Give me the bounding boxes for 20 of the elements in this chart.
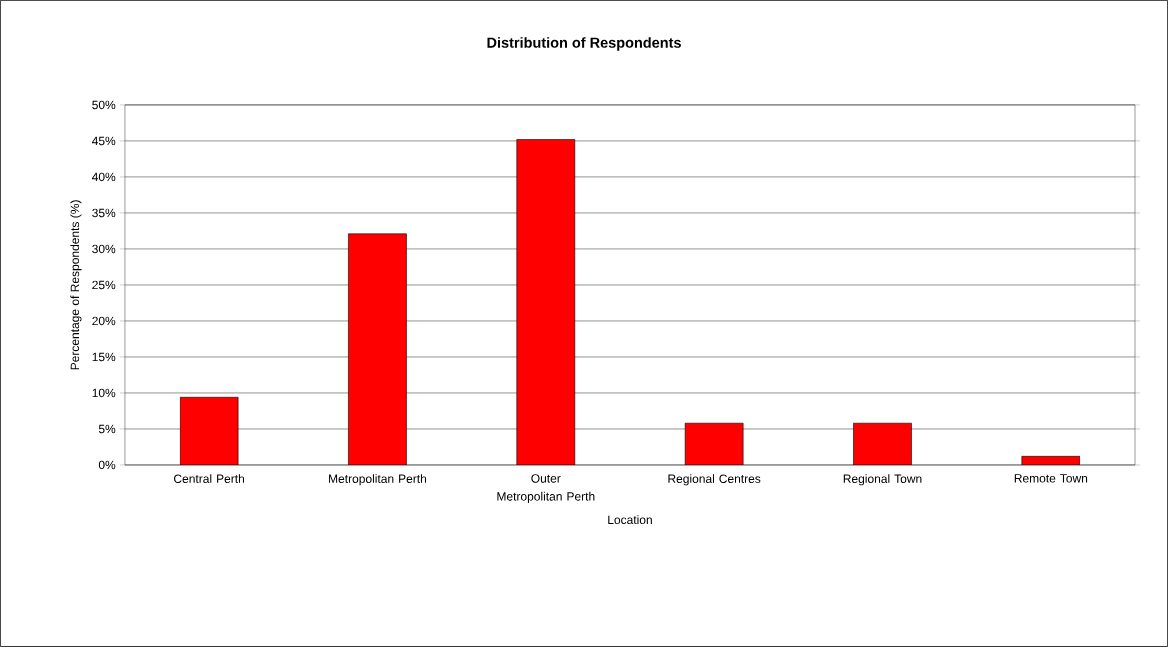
- x-tick-label: Metropolitan Perth: [329, 474, 427, 486]
- y-tick-label: 10%: [92, 388, 116, 398]
- y-tick-label: 25%: [92, 280, 116, 290]
- x-tick-label: Central Perth: [174, 474, 244, 484]
- chart-title: Distribution of Respondents: [487, 37, 681, 51]
- y-tick-label: 0%: [98, 460, 116, 470]
- x-tick-label: Regional Town: [843, 474, 922, 486]
- x-tick-label: Outer Metropolitan Perth: [497, 474, 595, 504]
- y-tick-label: 15%: [92, 352, 116, 362]
- y-tick-label: 35%: [92, 208, 116, 218]
- y-tick-label: 50%: [92, 100, 116, 110]
- y-axis-title: Percentage of Respondents (%): [70, 200, 82, 370]
- y-tick-label: 30%: [92, 244, 116, 254]
- y-tick-label: 40%: [91, 172, 116, 182]
- y-tick-label: 45%: [91, 136, 116, 146]
- y-tick-label: 20%: [92, 316, 116, 326]
- y-tick-label: 5%: [98, 424, 116, 434]
- x-tick-label: Remote Town: [1014, 474, 1088, 483]
- x-tick-label: Regional Centres: [668, 474, 761, 486]
- x-axis-title: Location: [608, 515, 652, 525]
